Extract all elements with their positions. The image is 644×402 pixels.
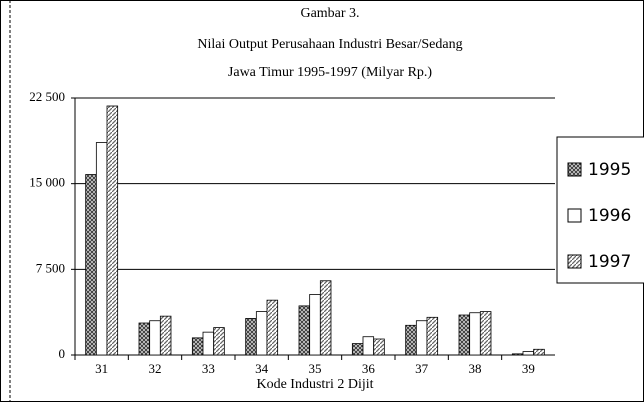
title-line: Jawa Timur 1995-1997 (Milyar Rp.) xyxy=(228,65,433,80)
bar xyxy=(149,320,161,356)
title-line: Nilai Output Perusahaan Industri Besar/S… xyxy=(197,37,462,52)
x-tick-label: 35 xyxy=(309,361,322,376)
bar xyxy=(415,320,428,356)
bar xyxy=(522,351,535,356)
bar xyxy=(106,105,119,356)
bar xyxy=(479,311,492,356)
x-tick-label: 39 xyxy=(522,361,535,376)
legend-label: 1995 xyxy=(588,160,631,180)
legend-label: 1997 xyxy=(588,252,631,272)
bar xyxy=(351,343,364,356)
bar xyxy=(202,331,215,356)
legend-swatch xyxy=(567,254,582,269)
bar xyxy=(266,299,279,356)
bar xyxy=(458,314,471,356)
x-tick-label: 36 xyxy=(362,361,376,376)
bar xyxy=(511,353,524,356)
bar xyxy=(191,337,204,356)
y-tick-label: 7 500 xyxy=(36,260,65,275)
x-tick-label: 32 xyxy=(149,361,162,376)
legend-swatch xyxy=(567,208,582,223)
bar xyxy=(159,315,172,356)
y-tick-label: 0 xyxy=(59,346,66,361)
x-axis-label: Kode Industri 2 Dijit xyxy=(256,377,373,392)
bar xyxy=(95,142,108,356)
bar xyxy=(319,280,332,356)
x-tick-label: 31 xyxy=(95,361,108,376)
x-tick-label: 34 xyxy=(255,361,269,376)
bar xyxy=(426,316,439,356)
bar xyxy=(469,312,481,356)
legend-label: 1996 xyxy=(588,206,631,226)
legend: 1995 1996 1997 xyxy=(556,136,644,284)
title-line: Gambar 3. xyxy=(300,6,359,21)
legend-swatch xyxy=(567,162,582,177)
x-tick-label: 33 xyxy=(202,361,215,376)
bar xyxy=(405,324,417,356)
bar xyxy=(309,294,321,356)
x-tick-label: 37 xyxy=(415,361,429,376)
bar xyxy=(533,348,545,356)
x-tick-label: 38 xyxy=(469,361,482,376)
bar xyxy=(298,305,311,356)
bar xyxy=(255,311,268,356)
bar xyxy=(213,327,225,356)
bar xyxy=(362,336,375,356)
bar xyxy=(245,318,257,356)
bar xyxy=(138,322,151,356)
y-tick-label: 22 500 xyxy=(29,89,65,104)
bar xyxy=(373,338,385,356)
y-tick-label: 15 000 xyxy=(29,175,65,190)
bar xyxy=(85,174,97,356)
